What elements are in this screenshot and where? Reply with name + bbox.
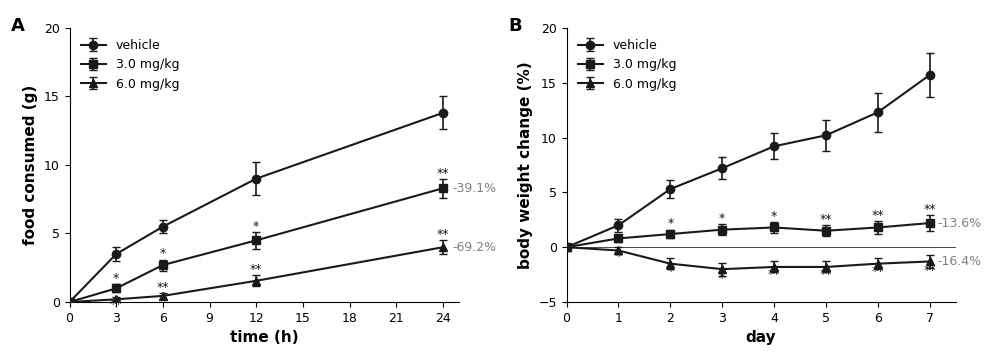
Text: *: * — [160, 248, 166, 261]
Text: **: ** — [820, 269, 832, 282]
Text: *: * — [253, 220, 259, 233]
Text: *: * — [667, 265, 673, 278]
Legend: vehicle, 3.0 mg/kg, 6.0 mg/kg: vehicle, 3.0 mg/kg, 6.0 mg/kg — [76, 34, 184, 96]
Y-axis label: food consumed (g): food consumed (g) — [23, 85, 38, 245]
Text: **: ** — [872, 209, 884, 222]
Text: -13.6%: -13.6% — [937, 216, 982, 230]
Text: **: ** — [820, 213, 832, 226]
Text: **: ** — [768, 269, 780, 282]
Text: *: * — [667, 218, 673, 231]
Text: B: B — [508, 17, 522, 35]
Text: *: * — [719, 272, 725, 285]
Text: **: ** — [437, 167, 449, 180]
Text: *: * — [771, 210, 777, 223]
Text: **: ** — [437, 228, 449, 241]
Text: *: * — [615, 223, 622, 236]
X-axis label: time (h): time (h) — [230, 331, 298, 345]
Text: **: ** — [872, 265, 884, 278]
Text: A: A — [11, 17, 25, 35]
Text: **: ** — [923, 203, 936, 216]
Text: **: ** — [250, 263, 263, 276]
Text: **: ** — [923, 264, 936, 277]
Text: *: * — [615, 250, 622, 263]
Text: -16.4%: -16.4% — [937, 255, 982, 268]
Text: *: * — [719, 212, 725, 225]
Text: **: ** — [157, 281, 169, 294]
Text: *: * — [113, 272, 119, 285]
Text: **: ** — [110, 298, 122, 311]
Text: -39.1%: -39.1% — [452, 182, 496, 195]
Legend: vehicle, 3.0 mg/kg, 6.0 mg/kg: vehicle, 3.0 mg/kg, 6.0 mg/kg — [573, 34, 681, 96]
Text: -69.2%: -69.2% — [452, 241, 496, 254]
Y-axis label: body weight change (%): body weight change (%) — [518, 61, 533, 269]
X-axis label: day: day — [746, 331, 776, 345]
